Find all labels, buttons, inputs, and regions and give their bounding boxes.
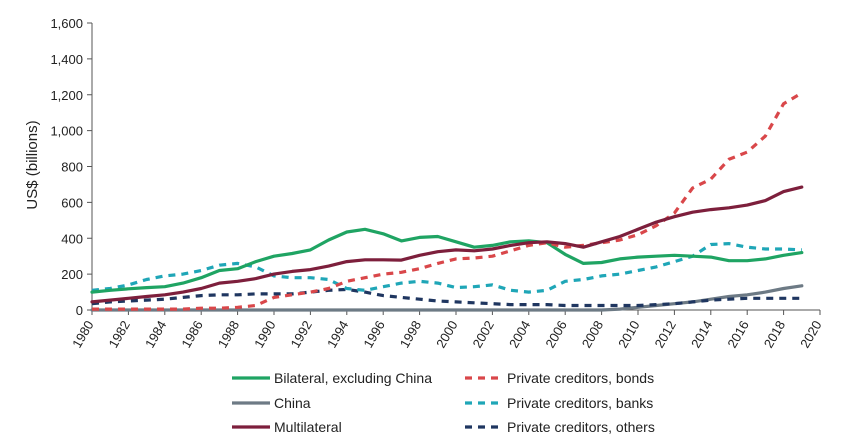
x-tick-label: 1982 [106,318,133,351]
x-tick-label: 1984 [142,318,169,351]
x-tick-label: 2014 [688,318,715,351]
x-tick-label: 2004 [506,318,533,351]
x-tick-label: 1996 [360,318,387,351]
legend: Bilateral, excluding China China Multilate… [232,370,655,435]
legend-label-china: China [274,395,311,411]
x-tick-label: 2000 [433,318,460,351]
y-tick-label: 1,600 [50,16,83,31]
x-axis: 1980 1982 1984 1986 1988 1990 1992 1994 1996 1998… [69,309,825,351]
x-tick-label: 2018 [761,318,788,351]
x-tick-label: 2016 [724,318,751,351]
y-tick-label: 400 [61,231,83,246]
series-line-china [90,284,804,312]
x-tick-label: 2010 [615,318,642,351]
legend-label-bilateral-excluding-china: Bilateral, excluding China [274,370,432,386]
y-tick-label: 800 [61,160,83,175]
y-tick-label: 200 [61,267,83,282]
y-tick-label: 1,400 [50,52,83,67]
legend-label-multilateral: Multilateral [274,419,342,435]
x-tick-label: 1994 [324,318,351,351]
series-line-bilateral-excluding-china [90,227,804,294]
series-line-private-creditors-banks [91,242,802,294]
legend-label-private-creditors-bonds: Private creditors, bonds [507,370,654,386]
x-tick-label: 2002 [470,318,497,351]
legend-label-private-creditors-banks: Private creditors, banks [507,395,653,411]
x-tick-label: 2008 [579,318,606,351]
series-layer [90,91,804,312]
x-tick-label: 2020 [797,318,824,351]
legend-label-private-creditors-others: Private creditors, others [507,419,655,435]
x-tick-label: 1986 [178,318,205,351]
series-line-multilateral [90,185,804,304]
x-tick-label: 1998 [397,318,424,351]
series-line-private-creditors-bonds [92,91,803,311]
x-tick-label: 1988 [215,318,242,351]
y-tick-label: 0 [76,303,83,318]
x-tick-label: 2006 [542,318,569,351]
y-axis: 0 200 400 600 800 1,000 1,200 1,400 1,600 [50,16,93,318]
x-tick-label: 1990 [251,318,278,351]
series-line-private-creditors-others [91,287,802,308]
y-tick-label: 600 [61,195,83,210]
y-axis-title: US$ (billions) [24,120,41,209]
y-tick-label: 1,200 [50,88,83,103]
x-tick-label: 1980 [69,318,96,351]
y-tick-label: 1,000 [50,124,83,139]
x-tick-label: 1992 [288,318,315,351]
x-tick-label: 2012 [652,318,679,351]
